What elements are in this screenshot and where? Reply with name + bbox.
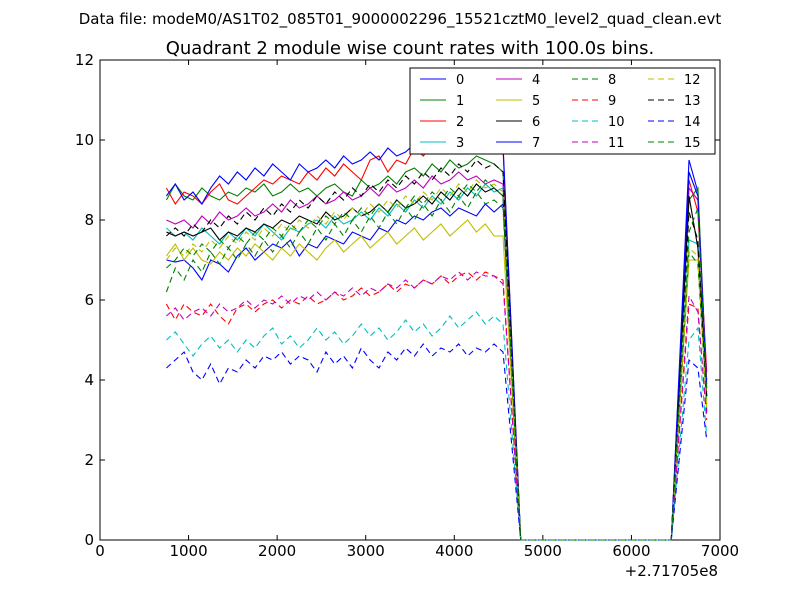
chart-title: Quadrant 2 module wise count rates with … [166,38,655,59]
x-axis-offset-label: +2.71705e8 [625,562,718,580]
legend-label-12: 12 [684,73,701,88]
series-line-11 [166,271,708,541]
x-tick-label: 4000 [435,542,473,560]
legend-label-6: 6 [532,115,540,130]
x-tick-label: 0 [95,542,105,560]
x-tick-label: 7000 [701,542,739,560]
series-line-4 [166,171,708,541]
series-line-2 [165,135,708,541]
series-line-0 [166,159,708,541]
y-tick-label: 10 [75,131,94,149]
plot-area: 0 1000 2000 3000 4000 5000 6000 700002468101201… [75,51,739,560]
y-tick-label: 2 [84,451,94,469]
legend-label-15: 15 [684,136,701,151]
series-line-3 [166,183,708,541]
series-line-14 [166,343,708,541]
legend-label-4: 4 [532,73,540,88]
legend-label-8: 8 [608,73,616,88]
series-line-9 [165,271,708,541]
series-line-10 [166,311,708,541]
series-line-13 [166,159,708,541]
x-tick-label: 3000 [347,542,385,560]
legend-box [409,67,716,155]
legend-label-13: 13 [684,94,701,109]
x-tick-label: 6000 [612,542,650,560]
x-tick-label: 5000 [524,542,562,560]
y-tick-label: 0 [84,531,94,549]
legend-label-3: 3 [456,136,464,151]
legend-label-5: 5 [532,94,540,109]
series-line-12 [165,179,708,541]
series-line-5 [165,219,708,541]
y-tick-label: 8 [84,211,94,229]
y-tick-label: 4 [84,371,94,389]
series-line-15 [166,179,708,541]
y-tick-label: 6 [84,291,94,309]
legend-label-11: 11 [608,136,625,151]
legend-label-7: 7 [532,136,540,151]
series-lines [165,131,708,541]
x-tick-label: 1000 [169,542,207,560]
legend-label-1: 1 [456,94,464,109]
legend-label-2: 2 [456,115,464,130]
legend-label-0: 0 [456,73,464,88]
x-tick-label: 2000 [258,542,296,560]
legend-label-14: 14 [684,115,701,130]
series-line-6 [166,183,708,541]
series-line-7 [165,131,708,541]
chart-suptitle: Data file: modeM0/AS1T02_085T01_90000022… [79,10,722,29]
legend-label-9: 9 [608,94,616,109]
series-line-8 [165,190,708,541]
legend-label-10: 10 [608,115,625,130]
y-tick-label: 12 [75,51,94,69]
